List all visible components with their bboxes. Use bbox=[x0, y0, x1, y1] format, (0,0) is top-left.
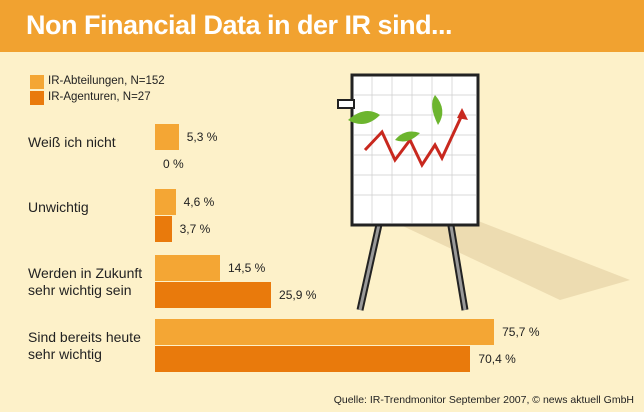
legend-swatch bbox=[30, 91, 44, 105]
value-label: 5,3 % bbox=[186, 130, 218, 144]
value-label: 3,7 % bbox=[179, 222, 211, 236]
title-band bbox=[0, 0, 644, 52]
source-note: Quelle: IR-Trendmonitor September 2007, … bbox=[333, 394, 634, 406]
flipchart-illustration bbox=[337, 73, 630, 311]
category-label: Unwichtig bbox=[28, 199, 89, 215]
value-label: 75,7 % bbox=[502, 325, 540, 339]
value-label: 70,4 % bbox=[478, 352, 516, 366]
legend-label: IR-Agenturen, N=27 bbox=[48, 91, 151, 103]
value-label: 0 % bbox=[163, 157, 184, 171]
bar bbox=[155, 124, 179, 150]
value-label: 4,6 % bbox=[183, 195, 215, 209]
category-label: Werden in Zukunft sehr wichtig sein bbox=[28, 264, 143, 298]
category-label: Sind bereits heute sehr wichtig bbox=[28, 328, 141, 362]
category-label: Weiß ich nicht bbox=[28, 134, 116, 150]
bar bbox=[155, 216, 172, 242]
bar bbox=[155, 282, 272, 308]
value-label: 25,9 % bbox=[279, 288, 317, 302]
bar bbox=[155, 346, 471, 372]
bar bbox=[155, 255, 220, 281]
legend-swatch bbox=[30, 75, 44, 89]
legend-label: IR-Abteilungen, N=152 bbox=[48, 75, 165, 87]
value-label: 14,5 % bbox=[227, 261, 266, 275]
bar bbox=[155, 319, 495, 345]
chart-title: Non Financial Data in der IR sind... bbox=[26, 10, 453, 40]
bar bbox=[155, 189, 176, 215]
